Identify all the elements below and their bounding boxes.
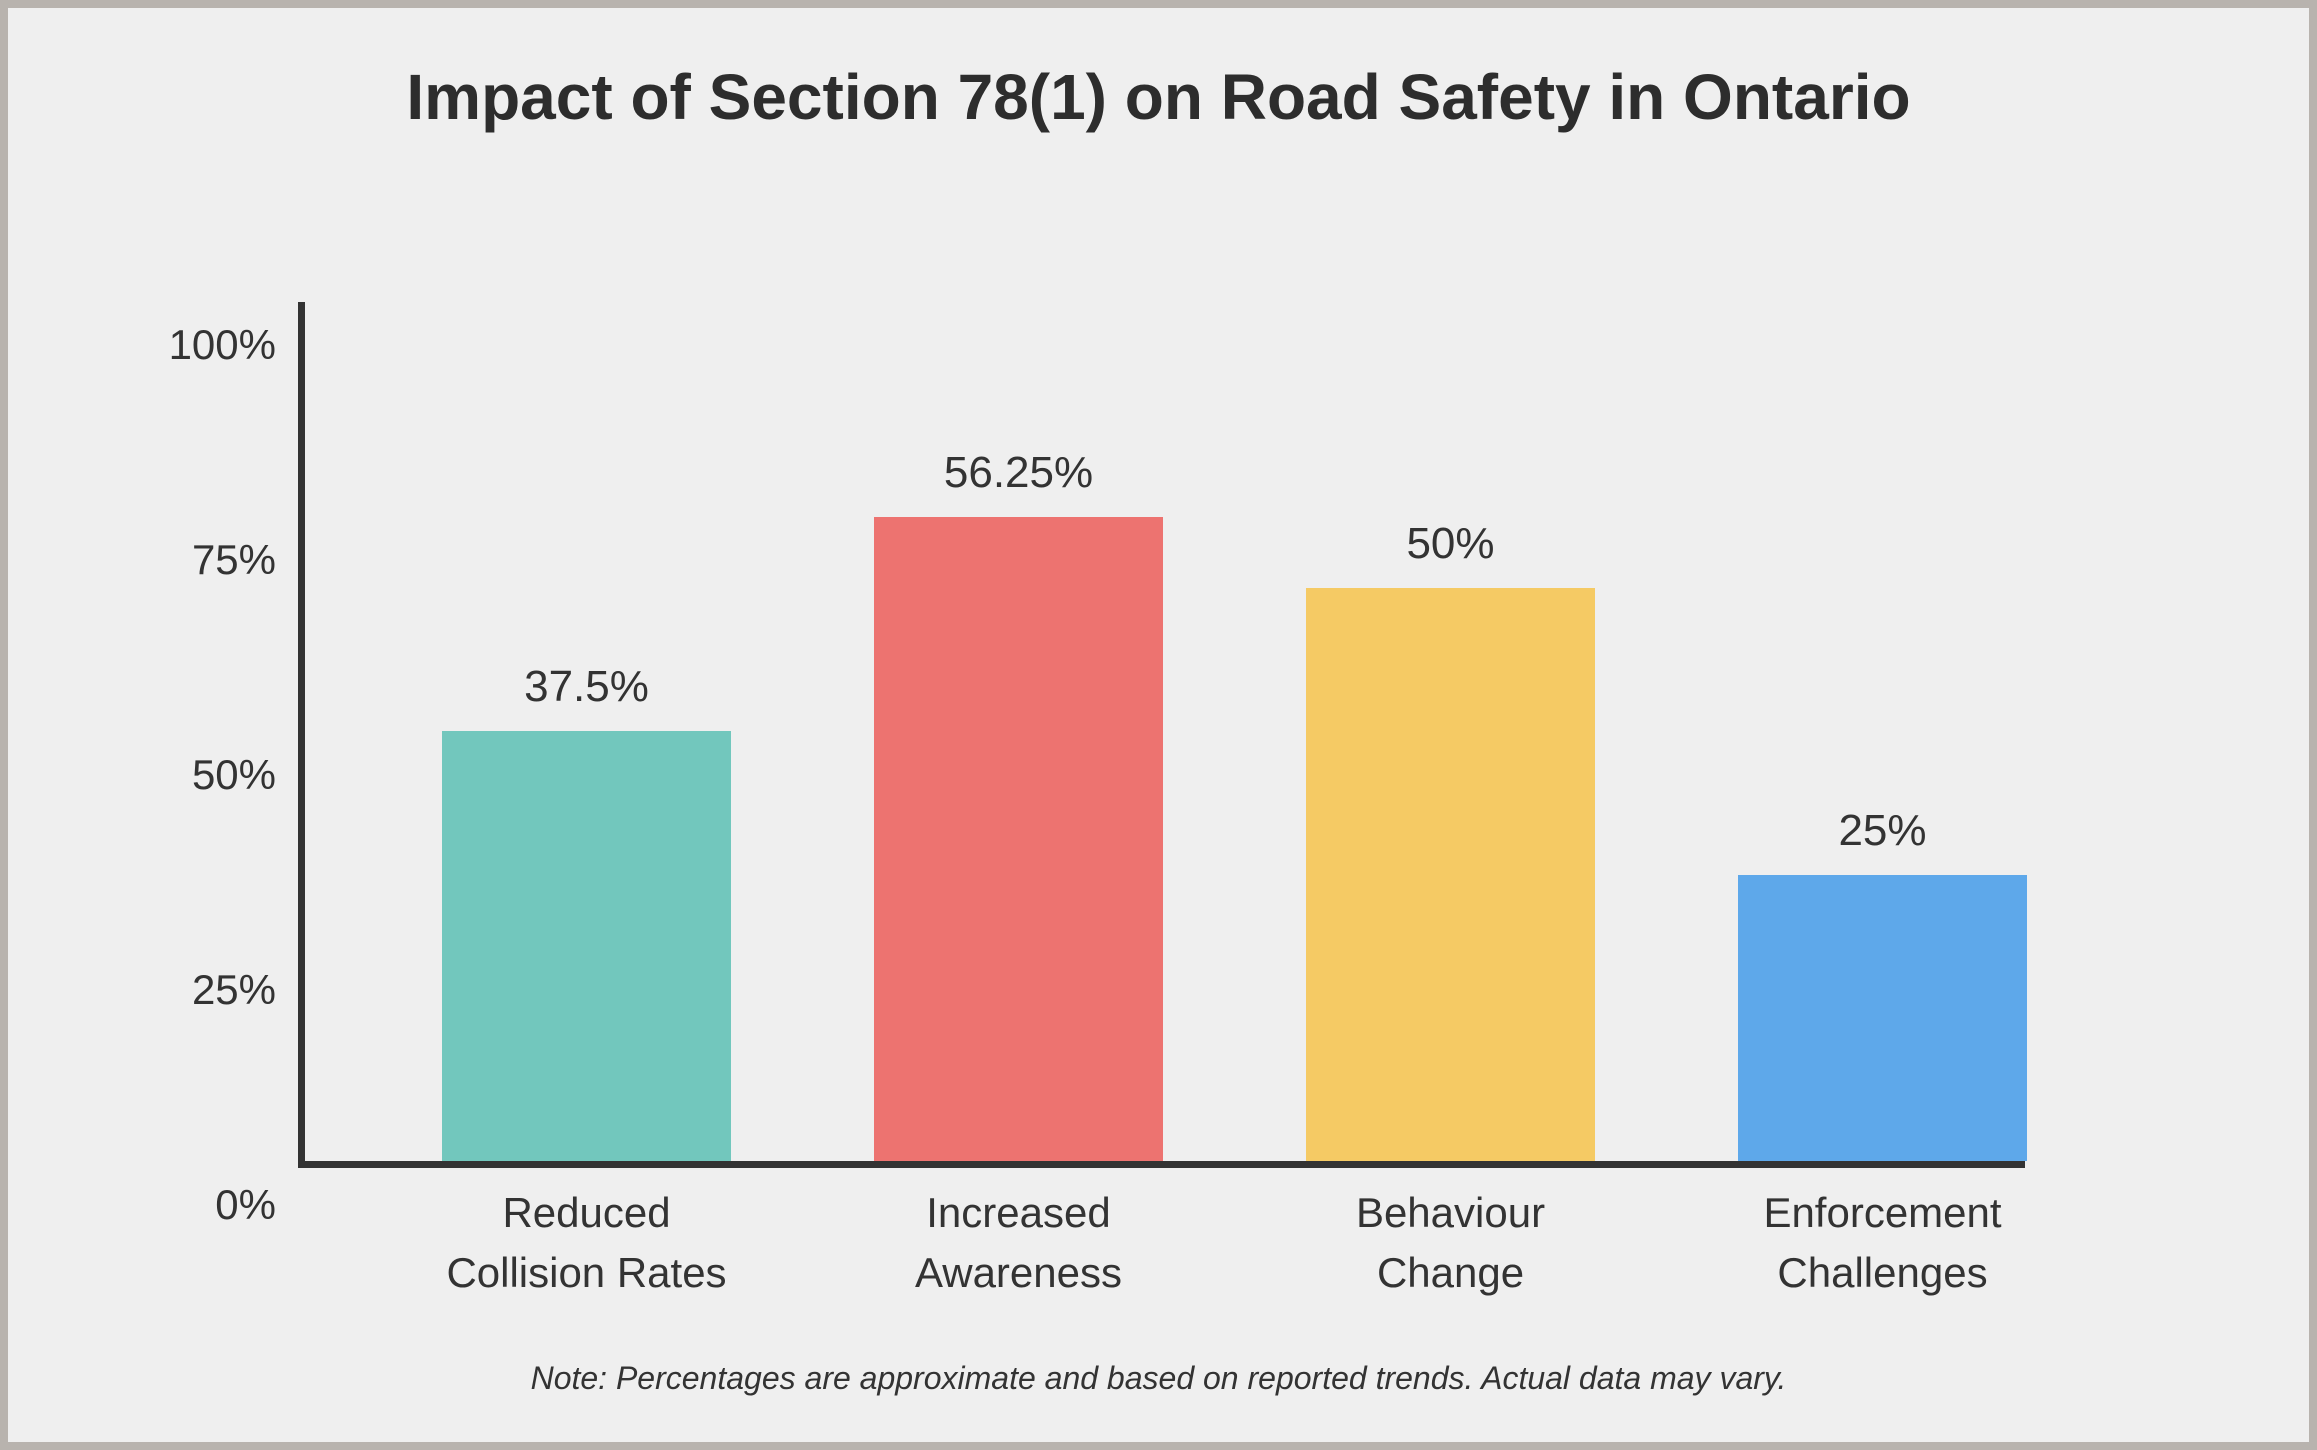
y-axis-line <box>298 302 305 1168</box>
chart-title: Impact of Section 78(1) on Road Safety i… <box>406 61 1911 133</box>
x-axis-line <box>298 1161 2025 1168</box>
bar-value-label: 37.5% <box>524 662 649 711</box>
x-category-label-line: Enforcement <box>1763 1189 2002 1236</box>
x-category-label-line: Collision Rates <box>446 1249 727 1296</box>
x-category-label-line: Awareness <box>914 1249 1122 1296</box>
x-category-label-line: Challenges <box>1777 1249 1988 1296</box>
x-category-label-line: Behaviour <box>1355 1189 1546 1236</box>
chart-note: Note: Percentages are approximate and ba… <box>530 1360 1787 1396</box>
x-category-label-line: Increased <box>926 1189 1111 1236</box>
x-category-label: Enforcement Challenges <box>1673 1183 2093 1303</box>
x-category-label-line: Reduced <box>502 1189 671 1236</box>
y-tick-label: 75% <box>191 536 276 583</box>
y-tick-label: 25% <box>191 966 276 1013</box>
x-category-label: Reduced Collision Rates <box>377 1183 797 1303</box>
y-tick-label: 0% <box>215 1181 276 1228</box>
bar-value-label: 25% <box>1838 806 1927 855</box>
bar-value-label: 50% <box>1406 519 1495 568</box>
bar-increased-awareness <box>874 517 1163 1161</box>
y-tick-label: 50% <box>191 751 276 798</box>
x-category-label: Behaviour Change <box>1241 1183 1661 1303</box>
x-category-label: Increased Awareness <box>809 1183 1229 1303</box>
y-tick-label: 100% <box>168 321 276 368</box>
bar-enforcement-challenges <box>1738 875 2027 1161</box>
bar-value-label: 56.25% <box>943 448 1094 497</box>
bar-behaviour-change <box>1306 588 1595 1161</box>
plot-area: 100% 75% 50% 25% 0% 37.5% Reduced Collision Rat… <box>8 8 2309 1442</box>
bar-reduced-collision-rates <box>442 731 731 1161</box>
x-category-label-line: Change <box>1376 1249 1525 1296</box>
